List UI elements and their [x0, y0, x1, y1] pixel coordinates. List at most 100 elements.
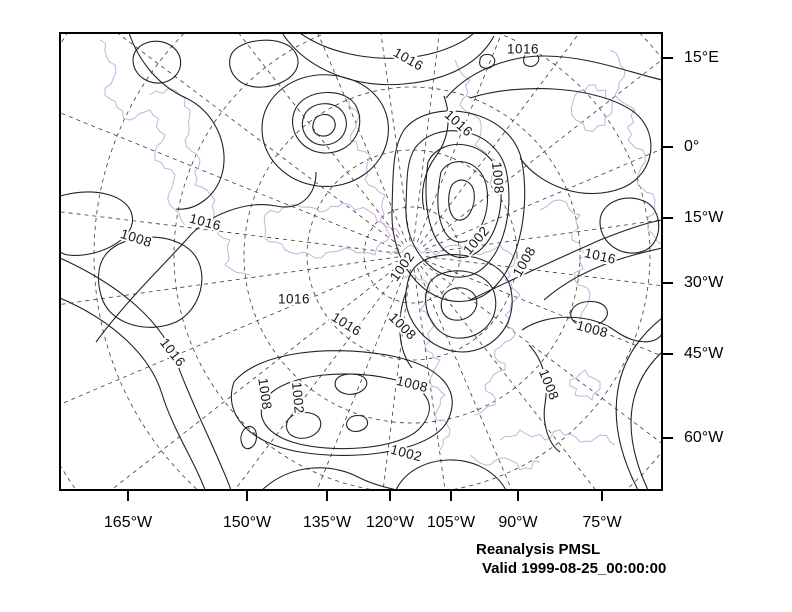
isobar-label: 1008 — [119, 226, 154, 250]
right-axis-tick-label: 15°E — [684, 49, 719, 66]
isobar-line — [615, 317, 662, 490]
map-frame — [59, 32, 663, 491]
bottom-axis-tick-label: 150°W — [223, 514, 272, 531]
graticule-meridian — [60, 112, 400, 251]
isobar-line — [448, 179, 475, 221]
isobar-line — [391, 110, 526, 302]
isobar-line — [440, 287, 478, 321]
isobar-line — [395, 459, 507, 490]
isobar-line — [281, 33, 495, 86]
right-axis-tick-label: 15°W — [684, 209, 724, 226]
isobar-line — [528, 344, 561, 453]
right-axis-tick-label: 0° — [684, 138, 699, 155]
isobar-line — [240, 425, 258, 450]
isobar-line — [292, 91, 361, 154]
isobar-line — [229, 39, 299, 88]
isobar-line — [95, 171, 317, 343]
isobar-label: 1016 — [329, 309, 364, 339]
isobar-line — [599, 197, 660, 254]
isobar-line — [260, 373, 430, 450]
bottom-axis-tick-label: 165°W — [104, 514, 153, 531]
graticule-meridian — [238, 33, 404, 245]
isobar-line — [521, 316, 662, 343]
isobar-label: 1008 — [255, 377, 274, 411]
bottom-axis-tick-label: 120°W — [366, 514, 415, 531]
isobar-line — [261, 74, 389, 188]
isobar-line — [421, 95, 449, 211]
isobar-line — [425, 143, 502, 258]
coastline — [609, 49, 662, 246]
graticule-parallel — [173, 33, 651, 490]
caption: Reanalysis PMSL Valid 1999-08-25_00:00:0… — [476, 540, 666, 578]
graticule-meridian — [60, 256, 399, 305]
graticule-parallel — [243, 86, 581, 424]
bottom-axis-tick-label: 135°W — [303, 514, 352, 531]
isobar-line — [570, 300, 608, 327]
coastline — [570, 84, 613, 132]
coastline — [344, 94, 401, 236]
isobar-label: 1008 — [395, 373, 430, 395]
right-axis-tick-label: 60°W — [684, 429, 724, 446]
isobar-label: 1016 — [157, 335, 189, 369]
graticule-meridian — [424, 259, 662, 357]
isobar-line — [523, 51, 540, 67]
coastline — [539, 199, 591, 321]
graticule-meridian — [317, 33, 407, 243]
coastlines — [99, 39, 662, 471]
graticule-meridian — [424, 148, 662, 250]
graticule-meridian — [382, 268, 411, 490]
right-axis-tick-label: 30°W — [684, 274, 724, 291]
isobar-label: 1008 — [575, 318, 610, 341]
isobar-line — [346, 414, 369, 432]
graticule-meridian — [425, 256, 662, 287]
isobar-line — [230, 350, 453, 457]
graticule-meridian — [60, 211, 399, 254]
graticule-meridian — [420, 33, 580, 245]
isobar-line — [469, 88, 652, 195]
isobar-line — [285, 411, 322, 439]
isobar-line — [405, 130, 510, 278]
right-axis-tick-label: 45°W — [684, 345, 724, 362]
graticule-parallel — [306, 149, 518, 361]
graticule-meridian — [416, 33, 503, 243]
graticule-meridian — [234, 265, 404, 490]
isobar-label: 1016 — [278, 292, 310, 307]
isobar-label: 1016 — [507, 42, 539, 57]
graticule-meridian — [422, 263, 662, 444]
coastline — [99, 39, 186, 226]
isobar-line — [132, 40, 182, 84]
isobar-line — [437, 161, 489, 243]
isobar-line — [469, 219, 662, 301]
graticule-meridian — [413, 33, 440, 242]
coastline — [469, 454, 541, 471]
graticule-meridian — [420, 265, 597, 490]
isobar-line — [425, 270, 497, 339]
isobar-line — [98, 236, 203, 328]
coastline — [389, 244, 521, 416]
isobar-line — [60, 257, 232, 490]
coastline — [569, 369, 601, 401]
isobar-label: 1002 — [389, 442, 424, 465]
isobar-label: 1016 — [583, 245, 618, 267]
graticule-meridian — [425, 219, 662, 254]
caption-title: Reanalysis PMSL — [476, 541, 601, 558]
graticule-meridian — [60, 260, 400, 405]
isobar-line — [60, 191, 134, 256]
bottom-axis-tick-label: 105°W — [427, 514, 476, 531]
isobar-line — [334, 373, 368, 395]
isobar-label: 1016 — [188, 211, 223, 234]
coastline — [394, 274, 451, 451]
isobar-label: 1016 — [391, 45, 426, 74]
isobar-label: 1002 — [289, 381, 307, 414]
isobar-line — [312, 113, 336, 137]
isobar-line — [60, 297, 206, 490]
isobar-label: 1008 — [510, 244, 539, 279]
isobar-line — [445, 55, 662, 99]
isobar-line — [299, 33, 475, 59]
isobar-line — [261, 467, 397, 490]
isobar-label: 1008 — [489, 161, 507, 194]
isobar-line — [399, 291, 413, 369]
